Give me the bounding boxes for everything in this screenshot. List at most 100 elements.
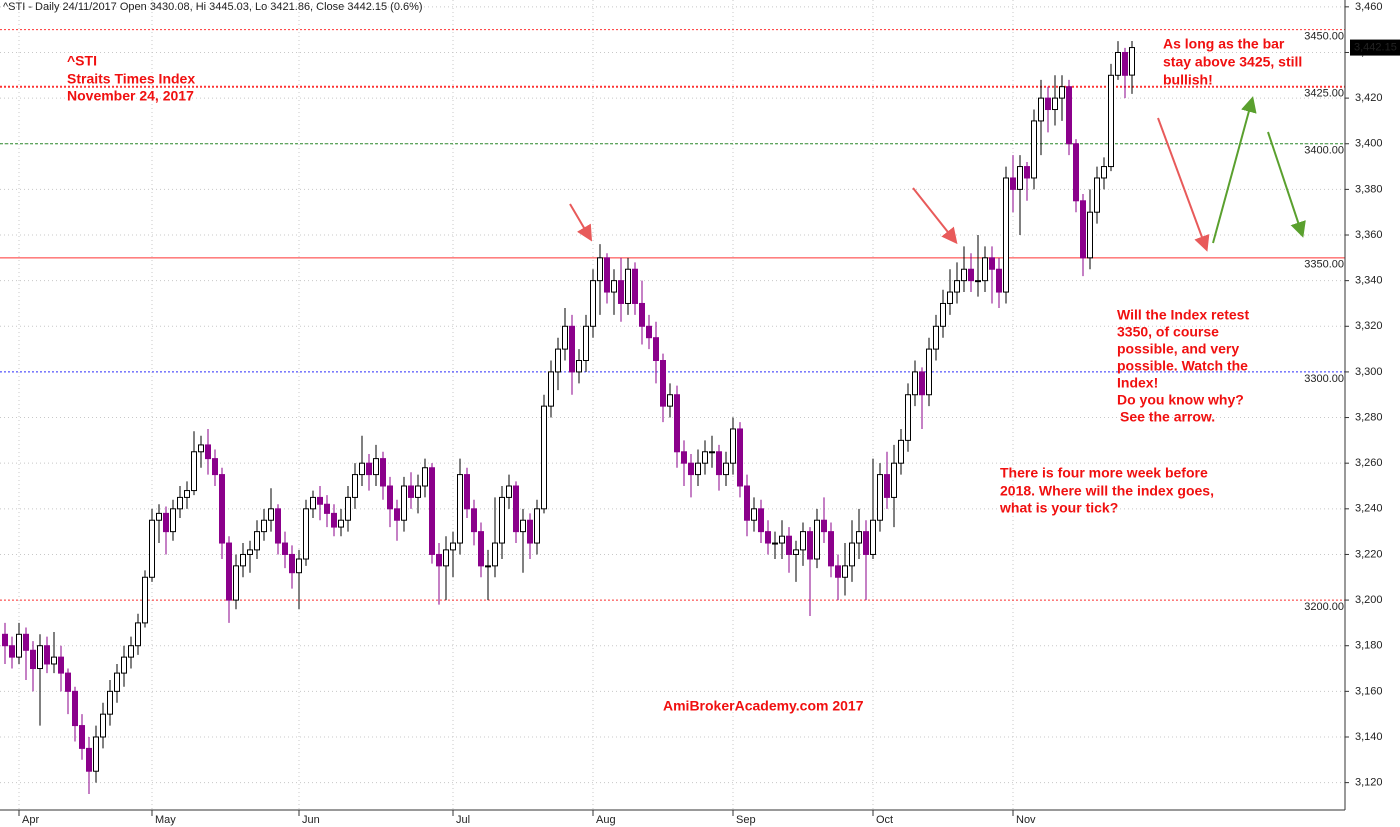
candle-body xyxy=(821,519,827,533)
candle-body xyxy=(478,531,484,567)
candle-body xyxy=(1073,143,1079,202)
level-label: 3350.00 xyxy=(1304,259,1344,271)
candle-body xyxy=(506,485,512,498)
annotation: Straits Times Index xyxy=(67,71,195,87)
candle-body xyxy=(219,474,225,544)
candle-body xyxy=(576,360,582,373)
candle-body xyxy=(93,736,99,772)
candle-body xyxy=(695,462,701,476)
candle-body xyxy=(534,508,540,544)
candle-body xyxy=(268,508,274,521)
x-tick-label: Sep xyxy=(736,814,756,826)
y-tick-label: 3,200 xyxy=(1355,594,1383,606)
candle-body xyxy=(443,549,449,567)
candle-body xyxy=(366,462,372,476)
candle-body xyxy=(107,690,113,715)
candle-body xyxy=(156,512,162,521)
candle-body xyxy=(198,444,204,453)
candle-body xyxy=(863,531,869,555)
chart-title: ^STI - Daily 24/11/2017 Open 3430.08, Hi… xyxy=(3,1,423,13)
candle-body xyxy=(422,467,428,487)
x-tick-label: Aug xyxy=(596,814,616,826)
annotation: Will the Index retest xyxy=(1117,307,1249,323)
candle-body xyxy=(1031,120,1037,179)
candle-body xyxy=(688,462,694,476)
candle-body xyxy=(912,371,918,396)
candle-body xyxy=(289,553,295,574)
candle-body xyxy=(646,325,652,339)
candle-body xyxy=(555,348,561,373)
candles xyxy=(2,41,1135,795)
candle-body xyxy=(394,508,400,521)
x-tick-label: Oct xyxy=(876,814,893,826)
candle-body xyxy=(205,444,211,460)
candle-body xyxy=(828,531,834,567)
candle-body xyxy=(1045,97,1051,111)
candle-body xyxy=(1052,97,1058,111)
annotation: ^STI xyxy=(67,53,97,69)
annotation: what is your tick? xyxy=(999,500,1118,516)
candle-body xyxy=(23,633,29,651)
candle-body xyxy=(548,371,554,407)
y-tick-label: 3,460 xyxy=(1355,1,1383,13)
candle-body xyxy=(1122,51,1128,76)
candle-body xyxy=(72,690,78,727)
candle-body xyxy=(814,519,820,560)
candle-body xyxy=(905,394,911,441)
candle-body xyxy=(541,405,547,510)
candle-body xyxy=(1038,97,1044,122)
candle-body xyxy=(611,280,617,293)
level-label: 3450.00 xyxy=(1304,31,1344,43)
level-label: 3425.00 xyxy=(1304,88,1344,100)
candle-body xyxy=(282,542,288,555)
candle-body xyxy=(975,280,981,283)
candle-body xyxy=(807,531,813,560)
arrow xyxy=(912,187,958,245)
candle-body xyxy=(898,439,904,464)
candle-body xyxy=(632,268,638,304)
candle-body xyxy=(296,558,302,574)
candle-body xyxy=(737,428,743,487)
candle-body xyxy=(1066,86,1072,145)
candle-body xyxy=(149,519,155,578)
levels: 3450.00 3425.00 3400.00 3350.00 3300.00 3200.… xyxy=(0,29,1345,613)
candle-body xyxy=(996,268,1002,293)
candle-body xyxy=(247,549,253,555)
candle-body xyxy=(1108,74,1114,168)
candle-body xyxy=(177,496,183,510)
candle-body xyxy=(625,268,631,304)
candle-body xyxy=(723,462,729,476)
candle-body xyxy=(499,496,505,544)
candle-body xyxy=(793,549,799,555)
candle-body xyxy=(779,535,785,544)
candle-body xyxy=(989,257,995,270)
candle-body xyxy=(86,747,92,772)
candle-body xyxy=(583,325,589,362)
candle-body xyxy=(1010,177,1016,190)
candle-body xyxy=(674,394,680,453)
candle-body xyxy=(345,496,351,521)
level-label: 3200.00 xyxy=(1304,601,1344,613)
candle-body xyxy=(30,649,36,670)
candle-body xyxy=(121,656,127,674)
candle-body xyxy=(387,485,393,510)
y-tick-label: 3,420 xyxy=(1355,92,1383,104)
candle-body xyxy=(765,531,771,544)
candle-body xyxy=(261,519,267,533)
candle-body xyxy=(485,565,491,568)
candle-body xyxy=(884,474,890,498)
candle-body xyxy=(240,553,246,567)
candle-body xyxy=(1101,166,1107,179)
candle-body xyxy=(58,656,64,674)
candle-body xyxy=(590,280,596,327)
candle-body xyxy=(877,474,883,521)
candle-body xyxy=(1129,47,1135,76)
candle-body xyxy=(1115,51,1121,76)
candle-body xyxy=(940,302,946,327)
candle-body xyxy=(79,725,85,749)
y-tick-label: 3,280 xyxy=(1355,411,1383,423)
